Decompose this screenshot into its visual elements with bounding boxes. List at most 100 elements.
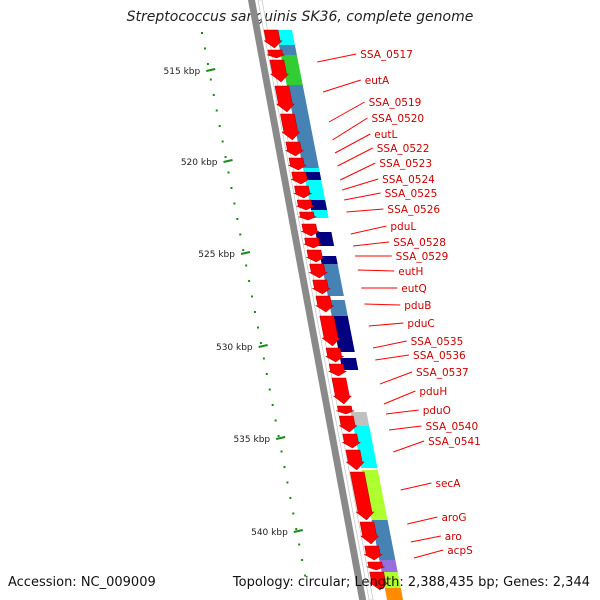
scale-tick [240, 251, 251, 255]
gene-label: pduC [407, 318, 434, 330]
gene-label: SSA_0537 [416, 367, 469, 379]
gene-arrow [331, 377, 352, 405]
gene-label: SSA_0519 [369, 97, 422, 109]
label-leader [346, 208, 384, 213]
feature-block [350, 412, 370, 426]
tick-dot [230, 187, 233, 189]
gene-arrow [341, 433, 362, 449]
gene-label: eutQ [401, 283, 427, 295]
label-leader [407, 516, 438, 525]
feature-blocks [276, 30, 404, 600]
scale-tick-label: 525 kbp [198, 250, 235, 260]
gene-label: pduL [390, 221, 416, 233]
label-leader [375, 354, 410, 361]
gene-label: SSA_0541 [428, 436, 481, 448]
scale-tick [293, 529, 304, 533]
gene-arrow [308, 263, 329, 279]
tick-dot [215, 109, 218, 112]
label-leader [364, 303, 401, 306]
tick-dot [265, 373, 268, 375]
feature-block [331, 316, 355, 352]
gene-label: eutH [398, 266, 423, 278]
feature-block [303, 172, 322, 180]
label-leader [332, 117, 368, 141]
tick-dot [209, 78, 212, 81]
feature-block [328, 300, 348, 316]
gene-arrow [314, 295, 335, 313]
tick-dot [245, 264, 248, 267]
tick-dot [304, 574, 307, 577]
gene-arrow [319, 315, 341, 347]
feature-block [384, 588, 404, 600]
label-leader [344, 192, 381, 201]
gene-label: SSA_0528 [393, 237, 446, 249]
minor-tick-dots [201, 32, 307, 577]
backbone-inner [257, 0, 374, 600]
label-leader [357, 269, 395, 272]
tick-dot [271, 404, 274, 406]
label-leader [342, 178, 379, 191]
label-leader [410, 535, 441, 543]
gene-arrow [280, 113, 301, 141]
gene-label: SSA_0536 [413, 350, 466, 362]
gene-arrow [336, 405, 355, 415]
gene-arrow [269, 59, 290, 83]
gene-arrow [359, 521, 380, 545]
tick-dot [295, 528, 298, 530]
label-leader [334, 133, 371, 154]
label-leader [400, 482, 432, 491]
gene-arrow [293, 185, 313, 199]
map-title: Streptococcus sanguinis SK36, complete g… [126, 9, 474, 25]
gene-arrow [349, 471, 375, 521]
gene-arrow [296, 199, 315, 211]
gene-labels: SSA_0517 eutA SSA_0519 SSA_0520 eutL SSA_0522… [317, 49, 481, 559]
accession-label: Accession: NC_009009 [8, 575, 156, 590]
gene-label: SSA_0517 [360, 49, 413, 61]
feature-block [361, 470, 388, 520]
label-leader [322, 79, 361, 93]
tick-dot [280, 450, 283, 453]
label-leader [337, 147, 373, 167]
backbone-outer [248, 0, 367, 600]
gene-label: SSA_0529 [396, 251, 449, 263]
label-leader [372, 340, 407, 349]
tick-dot [203, 47, 206, 50]
tick-dot [224, 156, 227, 158]
gene-label: pduB [404, 300, 431, 312]
label-leader [368, 322, 404, 327]
feature-block [339, 358, 359, 370]
tick-dot [274, 419, 277, 422]
tick-dot [292, 512, 295, 515]
tick-dot [248, 280, 251, 282]
gene-label: SSA_0522 [377, 143, 430, 155]
gene-label: SSA_0535 [411, 336, 464, 348]
tick-dot [218, 125, 221, 127]
gene-label: acpS [447, 545, 473, 557]
feature-block [379, 560, 398, 572]
gene-arrow [288, 157, 308, 171]
feature-block [311, 210, 329, 218]
gene-label: pduO [423, 405, 451, 417]
scale-tick [275, 436, 286, 440]
gene-arrow [368, 571, 389, 591]
genome-backbone [248, 0, 374, 600]
gene-label: SSA_0520 [371, 113, 424, 125]
gene-arrows [263, 29, 389, 591]
label-leader [379, 371, 413, 385]
tick-dot [239, 233, 242, 236]
gene-label: aroG [441, 512, 466, 524]
tick-dot [301, 559, 304, 561]
gene-arrow [328, 363, 348, 377]
tick-dot [251, 295, 254, 298]
scale-tick-label: 530 kbp [216, 343, 253, 353]
gene-arrow [345, 449, 365, 471]
tick-dot [262, 357, 265, 360]
label-leader [353, 241, 390, 247]
scale-tick-label: 540 kbp [251, 528, 288, 538]
gene-label: eutL [374, 129, 397, 141]
label-leader [328, 101, 365, 123]
tick-dot [283, 466, 286, 468]
tick-dot [277, 435, 280, 437]
gene-arrow [366, 561, 385, 571]
feature-block [278, 45, 297, 55]
